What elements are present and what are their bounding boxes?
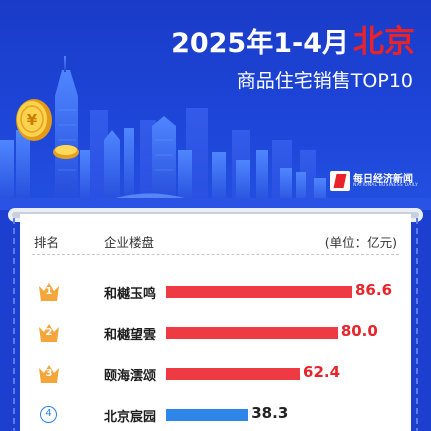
rank-number: 1 (45, 286, 53, 297)
rank-number: 2 (45, 327, 53, 338)
header-divider (32, 254, 399, 255)
title-period: 2025年1-4月 (171, 28, 349, 59)
project-name: 和樾望雲 (104, 328, 157, 343)
gold-yuan-coin-icon: ¥ (16, 99, 79, 159)
project-name: 颐海澐颂 (104, 369, 157, 384)
bar (166, 286, 352, 298)
bar-value-label: 62.4 (303, 363, 341, 381)
crown-icon: 2 (38, 323, 60, 343)
rank-number: 4 (45, 408, 52, 419)
brand-logo: 每日经济新闻 NATIONAL BUSINESS DAILY (330, 170, 422, 192)
ranking-card: 排名 企业楼盘 (单位：亿元) 1 和樾玉鸣 86.6 2 和樾望雲 80.0 3 颐海澐颂 6… (13, 214, 418, 431)
city-skyline-icon: ¥ (0, 56, 431, 210)
brand-name-cn: 每日经济新闻 (353, 174, 413, 185)
crown-icon: 3 (38, 364, 60, 384)
header-name: 企业楼盘 (104, 235, 155, 250)
bar (166, 409, 249, 421)
bar (166, 327, 338, 339)
nbd-logo-icon (330, 171, 350, 191)
project-name: 和樾玉鸣 (104, 287, 157, 302)
title-city: 北京 (353, 24, 415, 60)
project-name: 北京宸园 (104, 410, 157, 425)
brand-name-en: NATIONAL BUSINESS DAILY (353, 183, 419, 188)
bar-value-label: 38.3 (251, 404, 289, 422)
rank-number: 3 (45, 368, 53, 379)
svg-text:¥: ¥ (27, 111, 38, 129)
page-subtitle: 商品住宅销售TOP10 (236, 70, 413, 92)
hero-banner: ¥ 2025年1-4月 北京 商品住宅销售TOP10 每日经济新闻 NATIONA… (0, 0, 431, 210)
bar (166, 368, 301, 380)
bar-value-label: 86.6 (355, 281, 393, 299)
header-rank: 排名 (34, 235, 60, 250)
crown-icon: 1 (38, 282, 60, 302)
header-unit: (单位：亿元) (324, 235, 397, 250)
rank-circle-icon: 4 (40, 406, 57, 423)
bar-value-label: 80.0 (340, 322, 378, 340)
page-title: 2025年1-4月 北京 (171, 16, 415, 61)
